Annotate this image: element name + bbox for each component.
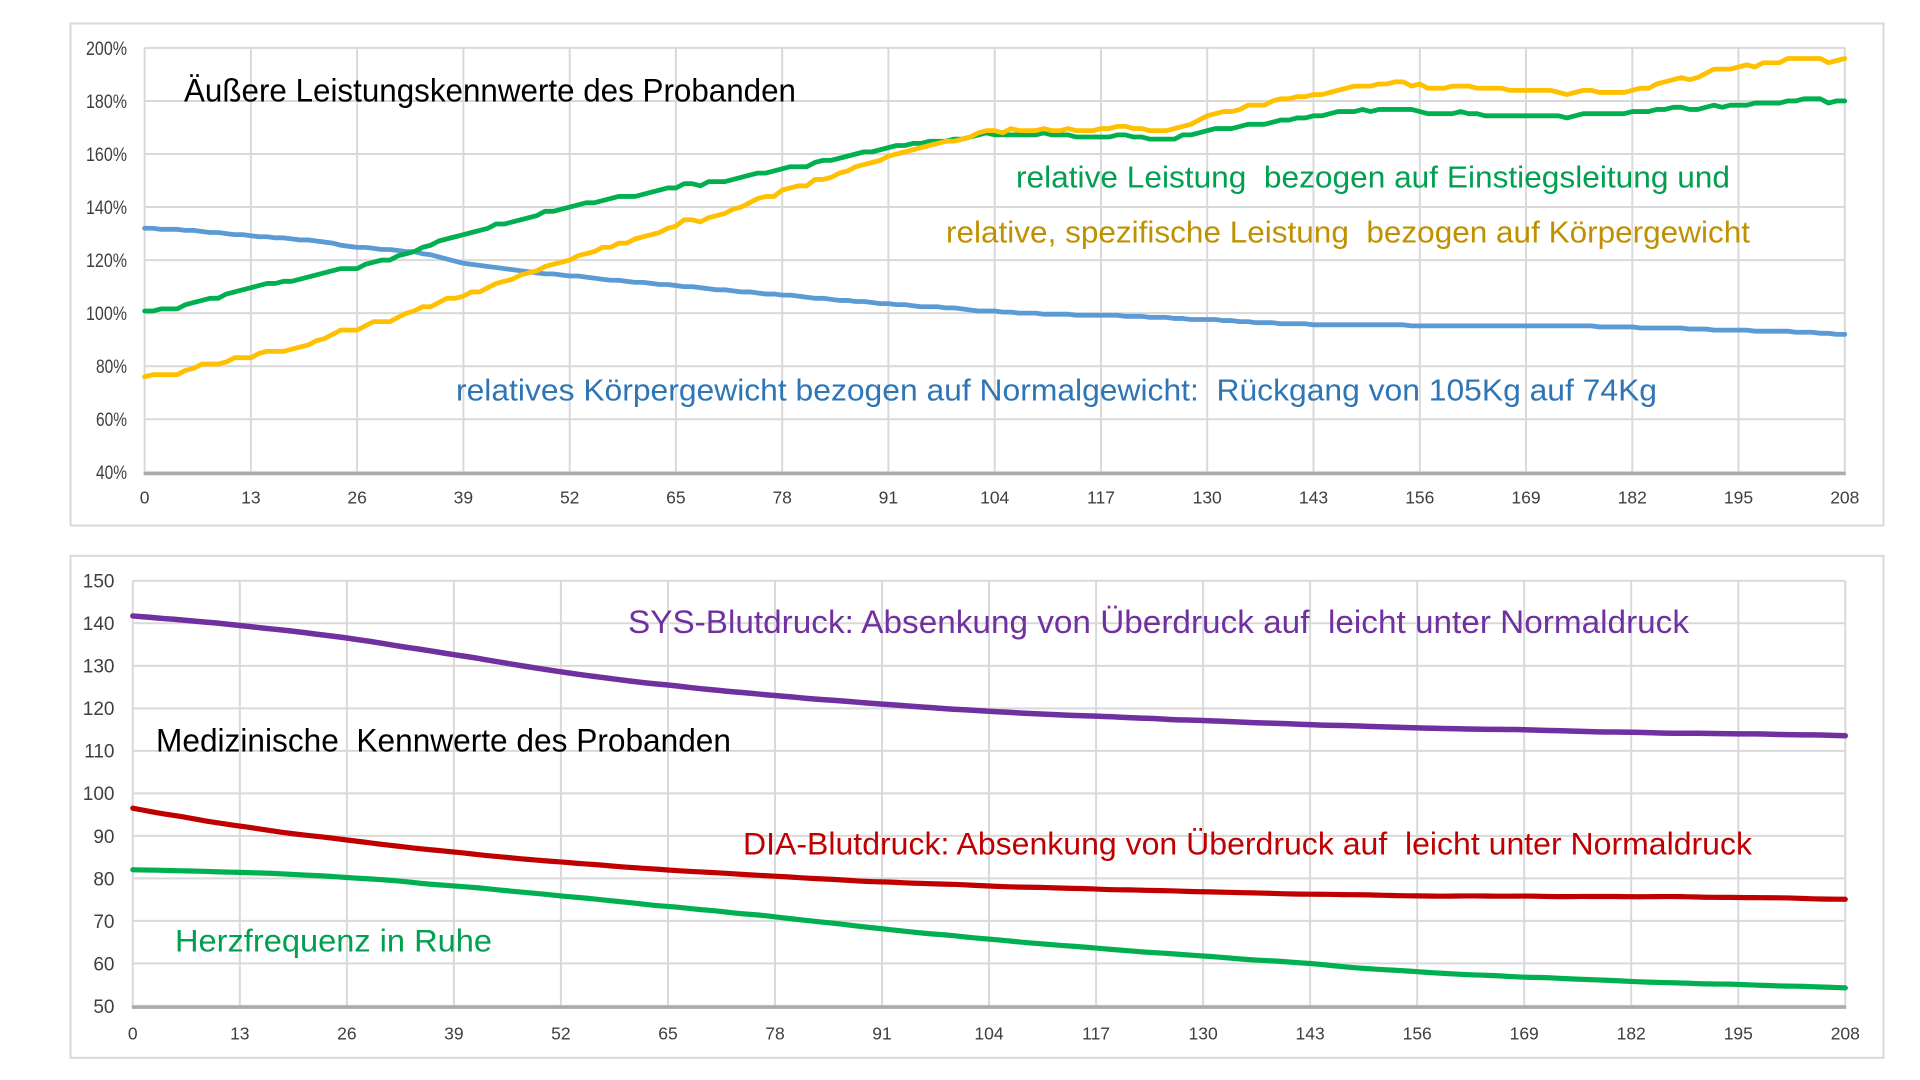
svg-text:200%: 200%: [86, 39, 127, 60]
svg-text:91: 91: [872, 1024, 891, 1044]
svg-text:80%: 80%: [96, 357, 127, 378]
svg-text:104: 104: [980, 488, 1009, 508]
svg-text:208: 208: [1830, 488, 1859, 508]
svg-text:160%: 160%: [86, 145, 127, 166]
svg-text:156: 156: [1405, 488, 1434, 508]
svg-text:78: 78: [765, 1024, 784, 1044]
svg-text:104: 104: [974, 1024, 1003, 1044]
svg-text:DIA-Blutdruck: Absenkung von Ü: DIA-Blutdruck: Absenkung von Überdruck a…: [743, 826, 1752, 862]
svg-text:130: 130: [1193, 488, 1222, 508]
svg-text:Medizinische Kennwerte des Pr: Medizinische Kennwerte des Probanden: [156, 723, 731, 759]
svg-text:relative, spezifische Leistung: relative, spezifische Leistung bezogen a…: [946, 216, 1751, 250]
svg-text:90: 90: [93, 827, 114, 848]
svg-text:relative Leistung bezogen auf: relative Leistung bezogen auf Einstiegsl…: [1016, 161, 1730, 195]
svg-text:0: 0: [140, 488, 150, 508]
svg-text:169: 169: [1511, 488, 1540, 508]
svg-text:39: 39: [454, 488, 473, 508]
svg-text:195: 195: [1724, 488, 1753, 508]
svg-text:39: 39: [444, 1024, 463, 1044]
svg-text:13: 13: [230, 1024, 249, 1044]
svg-text:182: 182: [1618, 488, 1647, 508]
svg-text:26: 26: [347, 488, 366, 508]
svg-text:100%: 100%: [86, 304, 127, 325]
svg-text:117: 117: [1087, 488, 1115, 508]
svg-text:130: 130: [83, 657, 115, 678]
svg-text:140: 140: [83, 614, 115, 635]
svg-text:140%: 140%: [86, 198, 127, 219]
svg-text:156: 156: [1403, 1024, 1432, 1044]
svg-text:Herzfrequenz in Ruhe: Herzfrequenz in Ruhe: [175, 922, 492, 958]
svg-text:100: 100: [83, 784, 115, 805]
svg-text:130: 130: [1188, 1024, 1217, 1044]
svg-text:169: 169: [1510, 1024, 1539, 1044]
svg-text:143: 143: [1299, 488, 1328, 508]
svg-text:91: 91: [879, 488, 898, 508]
svg-text:110: 110: [84, 742, 114, 763]
svg-text:120: 120: [83, 699, 115, 720]
svg-text:52: 52: [560, 488, 579, 508]
svg-text:26: 26: [337, 1024, 356, 1044]
svg-text:150: 150: [83, 572, 115, 593]
svg-text:0: 0: [128, 1024, 138, 1044]
svg-text:13: 13: [241, 488, 260, 508]
svg-text:117: 117: [1082, 1024, 1110, 1044]
svg-text:143: 143: [1295, 1024, 1324, 1044]
svg-text:Äußere Leistungskennwerte des: Äußere Leistungskennwerte des Probanden: [184, 73, 796, 109]
svg-text:208: 208: [1831, 1024, 1860, 1044]
svg-text:SYS-Blutdruck: Absenkung von Ü: SYS-Blutdruck: Absenkung von Überdruck a…: [628, 604, 1690, 640]
svg-text:120%: 120%: [86, 251, 127, 272]
svg-text:65: 65: [658, 1024, 677, 1044]
svg-text:195: 195: [1724, 1024, 1753, 1044]
svg-text:60%: 60%: [96, 410, 127, 431]
svg-text:70: 70: [93, 912, 114, 933]
svg-text:50: 50: [93, 997, 114, 1018]
svg-text:80: 80: [93, 869, 114, 890]
svg-text:relatives Körpergewicht bezoge: relatives Körpergewicht bezogen auf Norm…: [456, 374, 1657, 408]
svg-text:180%: 180%: [86, 92, 127, 113]
svg-text:65: 65: [666, 488, 685, 508]
svg-text:40%: 40%: [96, 463, 127, 484]
svg-text:52: 52: [551, 1024, 570, 1044]
svg-text:182: 182: [1617, 1024, 1646, 1044]
svg-text:60: 60: [93, 954, 114, 975]
svg-text:78: 78: [772, 488, 791, 508]
